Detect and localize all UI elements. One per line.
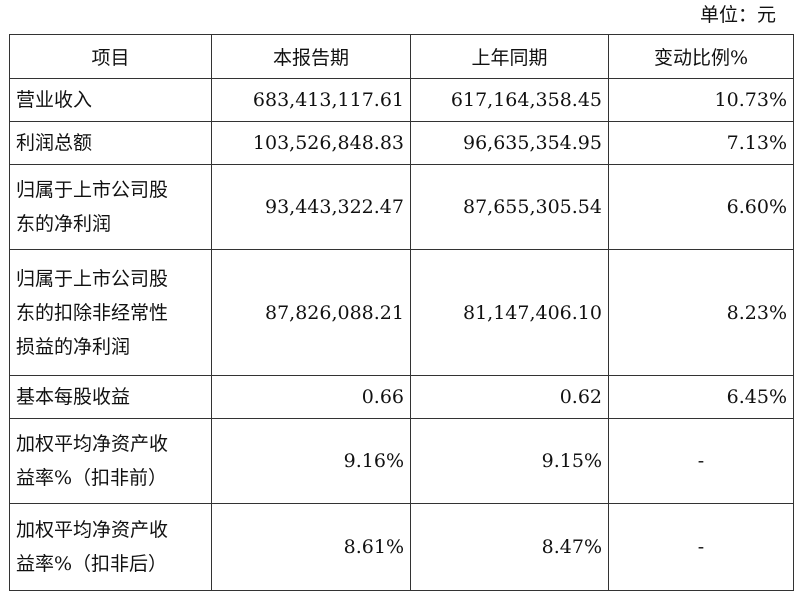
row-label-line: 加权平均净资产收 [16,433,169,455]
table-row: 归属于上市公司股 东的扣除非经常性 损益的净利润 87,826,088.21 8… [9,249,794,376]
prior-period-value: 9.15% [410,418,609,504]
table-row: 营业收入 683,413,117.61 617,164,358.45 10.73… [9,78,794,122]
current-period-value: 93,443,322.47 [211,164,411,250]
prior-period-value: 0.62 [410,375,609,419]
row-label-line: 归属于上市公司股 [16,179,169,201]
current-period-value: 683,413,117.61 [211,78,411,122]
header-prior-period: 上年同期 [410,34,609,79]
current-period-value: 0.66 [211,375,411,419]
change-ratio-value: 6.45% [608,375,794,419]
table-row: 基本每股收益 0.66 0.62 6.45% [9,375,794,419]
prior-period-value: 8.47% [410,503,609,591]
row-label: 加权平均净资产收 益率%（扣非前） [9,418,212,504]
row-label-line: 损益的净利润 [16,335,131,358]
row-label: 营业收入 [9,78,212,122]
row-label: 归属于上市公司股 东的扣除非经常性 损益的净利润 [9,249,212,376]
row-label-line: 加权平均净资产收 [16,519,169,541]
change-ratio-value: - [608,418,794,504]
current-period-value: 103,526,848.83 [211,121,411,165]
prior-period-value: 617,164,358.45 [410,78,609,122]
financial-summary-table: 项目 本报告期 上年同期 变动比例% 营业收入 683,413,117.61 6… [9,34,794,591]
current-period-value: 87,826,088.21 [211,249,411,376]
table-row: 加权平均净资产收 益率%（扣非前） 9.16% 9.15% - [9,418,794,504]
table-row: 归属于上市公司股 东的净利润 93,443,322.47 87,655,305.… [9,164,794,250]
change-ratio-value: 10.73% [608,78,794,122]
header-item: 项目 [9,34,212,79]
prior-period-value: 96,635,354.95 [410,121,609,165]
row-label-line: 益率%（扣非后） [16,553,168,575]
row-label-line: 东的扣除非经常性 [16,301,169,324]
current-period-value: 9.16% [211,418,411,504]
prior-period-value: 81,147,406.10 [410,249,609,376]
unit-note: 单位：元 [699,4,776,26]
change-ratio-value: 8.23% [608,249,794,376]
row-label-line: 营业收入 [16,89,93,111]
header-current-period: 本报告期 [211,34,411,79]
row-label-line: 归属于上市公司股 [16,267,169,290]
change-ratio-value: 6.60% [608,164,794,250]
row-label-line: 基本每股收益 [16,386,131,408]
table-row: 加权平均净资产收 益率%（扣非后） 8.61% 8.47% - [9,503,794,591]
row-label: 归属于上市公司股 东的净利润 [9,164,212,250]
row-label: 基本每股收益 [9,375,212,419]
row-label: 加权平均净资产收 益率%（扣非后） [9,503,212,591]
row-label-line: 益率%（扣非前） [16,467,168,489]
change-ratio-value: 7.13% [608,121,794,165]
current-period-value: 8.61% [211,503,411,591]
prior-period-value: 87,655,305.54 [410,164,609,250]
header-change-ratio: 变动比例% [608,34,794,79]
row-label: 利润总额 [9,121,212,165]
table-row: 利润总额 103,526,848.83 96,635,354.95 7.13% [9,121,794,165]
row-label-line: 利润总额 [16,132,93,154]
change-ratio-value: - [608,503,794,591]
row-label-line: 东的净利润 [16,213,112,235]
table-header-row: 项目 本报告期 上年同期 变动比例% [9,34,794,79]
